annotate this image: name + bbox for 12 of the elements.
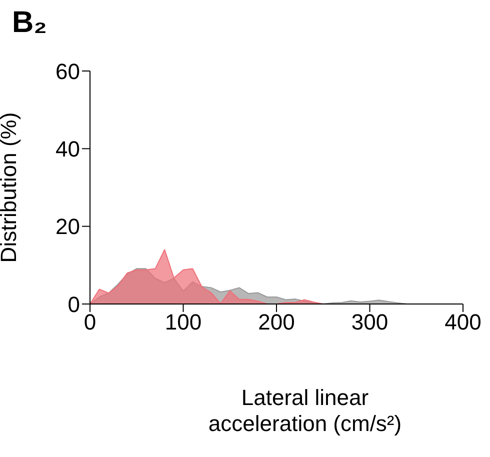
y-tick-label: 60 xyxy=(56,58,80,84)
y-tick-label: 40 xyxy=(56,136,80,162)
x-tick-label: 0 xyxy=(84,310,96,335)
y-tick-label: 20 xyxy=(56,214,80,240)
x-axis-title: Lateral linear acceleration (cm/s²) xyxy=(207,385,403,437)
x-tick-label: 400 xyxy=(444,310,482,335)
x-tick-label: 100 xyxy=(164,310,202,335)
y-axis-title: Distribution (%) xyxy=(0,112,21,263)
x-tick-label: 300 xyxy=(351,310,388,335)
y-tick-label: 0 xyxy=(68,292,80,317)
x-tick-label: 200 xyxy=(258,310,295,335)
chart-title: B₂ xyxy=(12,6,47,40)
